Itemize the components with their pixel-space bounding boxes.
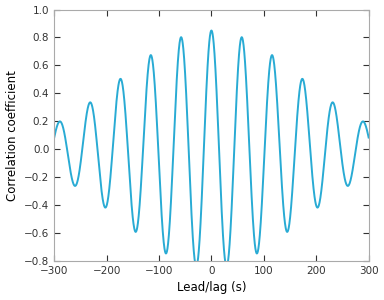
- X-axis label: Lead/lag (s): Lead/lag (s): [177, 281, 246, 294]
- Y-axis label: Correlation coefficient: Correlation coefficient: [5, 70, 18, 201]
